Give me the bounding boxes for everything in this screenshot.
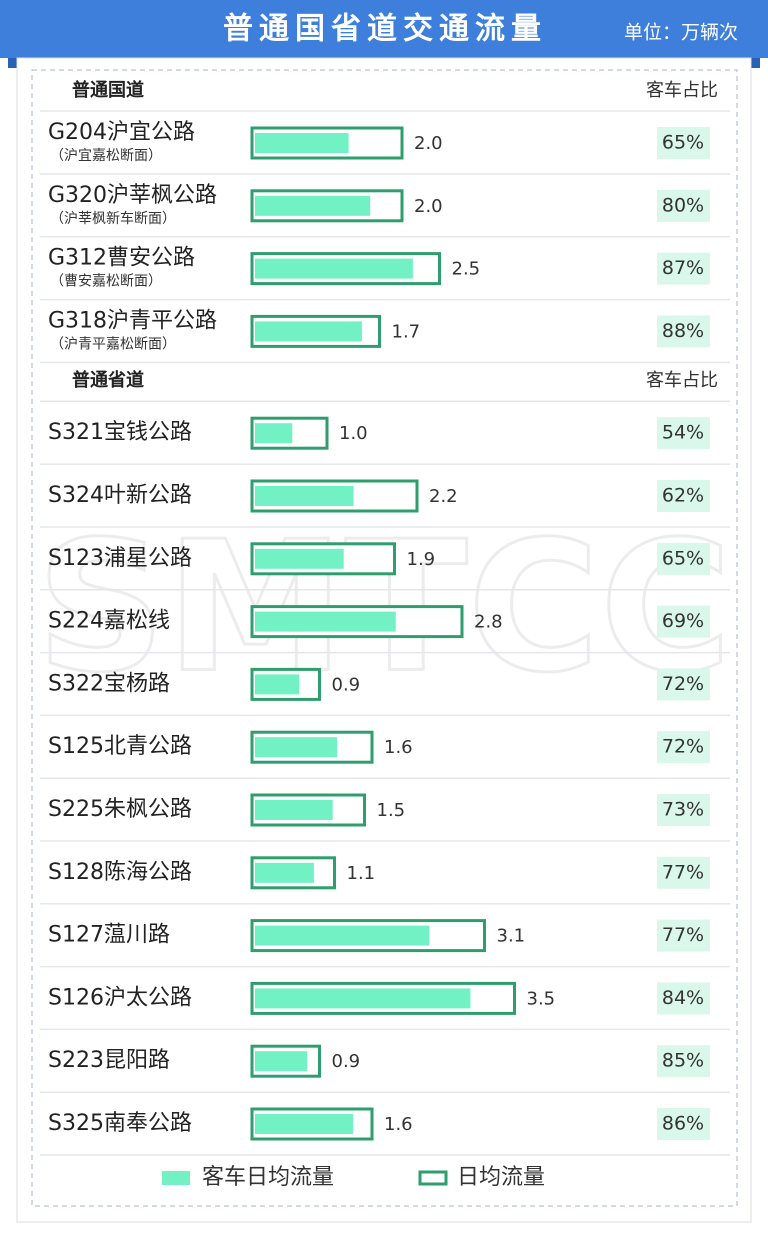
road-section: （沪青平嘉松断面） [50, 336, 176, 352]
road-name: G320沪莘枫公路 [48, 183, 217, 208]
road-name: S225朱枫公路 [48, 797, 192, 822]
passenger-flow-bar [255, 674, 300, 695]
passenger-flow-bar [255, 862, 314, 883]
value-label: 0.9 [332, 674, 361, 695]
passenger-flow-bar [255, 1114, 354, 1134]
share-box [657, 731, 710, 764]
header-bar [0, 0, 768, 58]
value-label: 3.1 [497, 926, 526, 947]
share-box [657, 127, 710, 159]
value-label: 1.0 [339, 423, 368, 444]
share-label: 72% [662, 736, 704, 758]
value-label: 1.5 [377, 800, 406, 821]
road-name: S325南奉公路 [48, 1111, 192, 1136]
legend-outline-swatch [418, 1170, 448, 1186]
share-label: 72% [662, 673, 704, 695]
share-box [657, 794, 710, 826]
road-name: G204沪宜公路 [48, 120, 195, 145]
road-section: （曹安嘉松断面） [50, 274, 162, 290]
legend-label: 日均流量 [457, 1165, 545, 1190]
value-label: 1.1 [347, 863, 376, 884]
share-label: 62% [662, 485, 704, 507]
legend-label: 客车日均流量 [202, 1165, 334, 1190]
value-label: 2.2 [429, 486, 458, 507]
road-name: S125北青公路 [48, 734, 192, 759]
legend-fill-swatch [162, 1171, 190, 1185]
road-section: （沪莘枫新车断面） [50, 210, 176, 227]
share-box [657, 919, 710, 952]
share-box [657, 480, 710, 512]
value-label: 1.9 [407, 549, 436, 570]
share-label: 65% [662, 547, 704, 569]
passenger-flow-bar [255, 548, 344, 569]
road-name: S321宝钱公路 [48, 420, 192, 445]
passenger-flow-bar [255, 737, 338, 758]
value-label: 1.6 [384, 737, 413, 758]
passenger-flow-bar [255, 423, 293, 444]
share-header: 客车占比 [646, 80, 718, 101]
road-name: S126沪太公路 [48, 985, 192, 1010]
road-name: S224嘉松线 [48, 609, 170, 634]
road-name: S123浦星公路 [48, 546, 192, 571]
share-label: 54% [662, 422, 704, 444]
share-label: 65% [662, 132, 704, 154]
group-title: 普通省道 [72, 369, 144, 391]
passenger-flow-bar [255, 258, 413, 279]
share-label: 85% [662, 1050, 704, 1072]
title: 普通国省道交通流量 [223, 12, 547, 47]
share-box [657, 417, 710, 450]
value-label: 2.0 [414, 196, 443, 217]
share-label: 87% [662, 257, 704, 279]
road-section: （沪宜嘉松断面） [50, 148, 162, 164]
passenger-flow-bar [255, 925, 430, 946]
passenger-flow-bar [255, 1051, 308, 1072]
share-box [657, 252, 710, 285]
share-label: 84% [662, 987, 704, 1009]
passenger-flow-bar [255, 133, 349, 153]
passenger-flow-bar [255, 988, 471, 1009]
road-name: S127蕰川路 [48, 923, 170, 948]
passenger-flow-bar [255, 195, 371, 216]
passenger-flow-bar [255, 321, 362, 342]
road-name: S128陈海公路 [48, 860, 192, 885]
share-box [657, 1045, 710, 1078]
share-label: 73% [662, 799, 704, 821]
passenger-flow-bar [255, 486, 354, 506]
value-label: 2.8 [474, 612, 503, 633]
value-label: 1.6 [384, 1114, 413, 1135]
share-label: 86% [662, 1113, 704, 1135]
dashed-border [31, 69, 738, 1207]
share-box [657, 315, 710, 348]
share-label: 77% [662, 861, 704, 883]
road-name: G318沪青平公路 [48, 308, 217, 333]
value-label: 1.7 [392, 321, 421, 342]
road-name: S223昆阳路 [48, 1048, 170, 1073]
share-box [657, 668, 710, 701]
road-name: G312曹安公路 [48, 246, 195, 271]
share-box [657, 189, 710, 222]
value-label: 3.5 [527, 988, 556, 1009]
road-name: S324叶新公路 [48, 483, 192, 508]
share-label: 88% [662, 320, 704, 342]
value-label: 2.0 [414, 133, 443, 154]
share-header: 客车占比 [646, 370, 718, 391]
share-label: 69% [662, 610, 704, 632]
share-box [657, 982, 710, 1015]
value-label: 0.9 [332, 1051, 361, 1072]
share-box [657, 1108, 710, 1140]
group-title: 普通国道 [72, 79, 144, 101]
passenger-flow-bar [255, 611, 396, 632]
passenger-flow-bar [255, 800, 333, 820]
road-name: S322宝杨路 [48, 671, 170, 696]
unit: 单位：万辆次 [624, 22, 738, 44]
card [16, 57, 752, 1223]
share-label: 80% [662, 194, 704, 216]
share-box [657, 856, 710, 889]
value-label: 2.5 [452, 259, 481, 280]
share-box [657, 605, 710, 638]
share-box [657, 542, 710, 575]
share-label: 77% [662, 924, 704, 946]
